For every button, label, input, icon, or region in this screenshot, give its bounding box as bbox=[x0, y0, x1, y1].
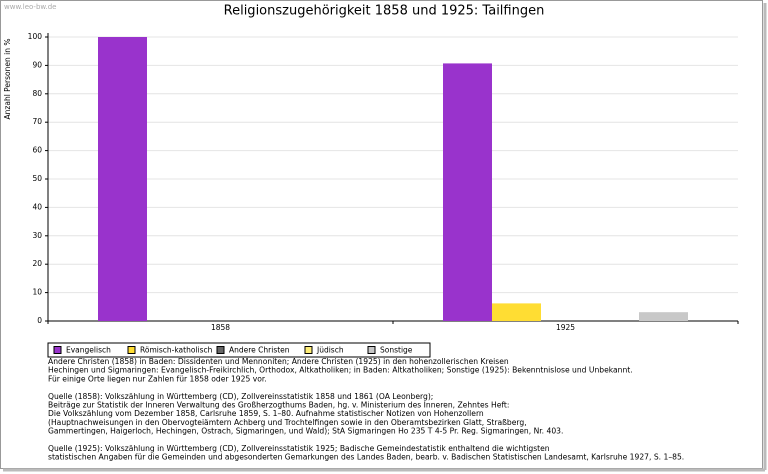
legend-label: Evangelisch bbox=[66, 346, 111, 355]
watermark: www.leo-bw.de bbox=[4, 3, 56, 11]
legend-label: Jüdisch bbox=[316, 346, 344, 355]
bar bbox=[98, 37, 147, 321]
legend-swatch bbox=[367, 346, 376, 354]
x-tick-label: 1858 bbox=[211, 323, 230, 332]
note-line: Andere Christen (1858) in Baden: Disside… bbox=[48, 357, 509, 366]
y-tick-label: 0 bbox=[37, 316, 42, 325]
y-tick-label: 50 bbox=[32, 174, 42, 183]
note-line: Gammertingen, Haigerloch, Hechingen, Ost… bbox=[48, 427, 563, 436]
chart-title: Religionszugehörigkeit 1858 und 1925: Ta… bbox=[224, 4, 545, 19]
y-tick-label: 30 bbox=[32, 231, 42, 240]
y-tick-label: 80 bbox=[32, 89, 42, 98]
y-tick-label: 20 bbox=[32, 259, 42, 268]
x-tick-label: 1925 bbox=[556, 323, 575, 332]
legend-swatch bbox=[127, 346, 136, 354]
y-tick-label: 60 bbox=[32, 146, 42, 155]
y-tick-label: 10 bbox=[32, 288, 42, 297]
note-line: Für einige Orte liegen nur Zahlen für 18… bbox=[48, 374, 267, 383]
legend-swatch bbox=[216, 346, 225, 354]
bar bbox=[443, 63, 492, 322]
bar bbox=[492, 303, 541, 321]
y-tick-label: 100 bbox=[28, 32, 43, 41]
note-line: (Hauptnachweisungen in den Obervogteiämt… bbox=[48, 418, 527, 427]
legend-label: Römisch-katholisch bbox=[140, 346, 213, 355]
legend-swatch bbox=[53, 346, 62, 354]
y-tick-label: 90 bbox=[32, 60, 42, 69]
y-tick-label: 70 bbox=[32, 117, 42, 126]
note-line: statistischen Angaben für die Gemeinden … bbox=[48, 453, 684, 462]
note-line: Beiträge zur Statistik der Inneren Verwa… bbox=[48, 401, 509, 410]
note-line: Hechingen und Sigmaringen: Evangelisch-F… bbox=[48, 366, 633, 375]
note-line: Quelle (1925): Volkszählung in Württembe… bbox=[48, 444, 550, 453]
y-tick-label: 40 bbox=[32, 202, 42, 211]
note-line: Quelle (1858): Volkszählung in Württembe… bbox=[48, 392, 433, 401]
legend-label: Andere Christen bbox=[229, 346, 290, 355]
legend-box bbox=[47, 342, 431, 358]
bar bbox=[639, 312, 688, 321]
legend-swatch bbox=[304, 346, 313, 354]
legend-label: Sonstige bbox=[380, 346, 413, 355]
y-axis-label: Anzahl Personen in % bbox=[3, 39, 12, 120]
note-line: Die Volkszählung vom Dezember 1858, Carl… bbox=[48, 409, 484, 418]
